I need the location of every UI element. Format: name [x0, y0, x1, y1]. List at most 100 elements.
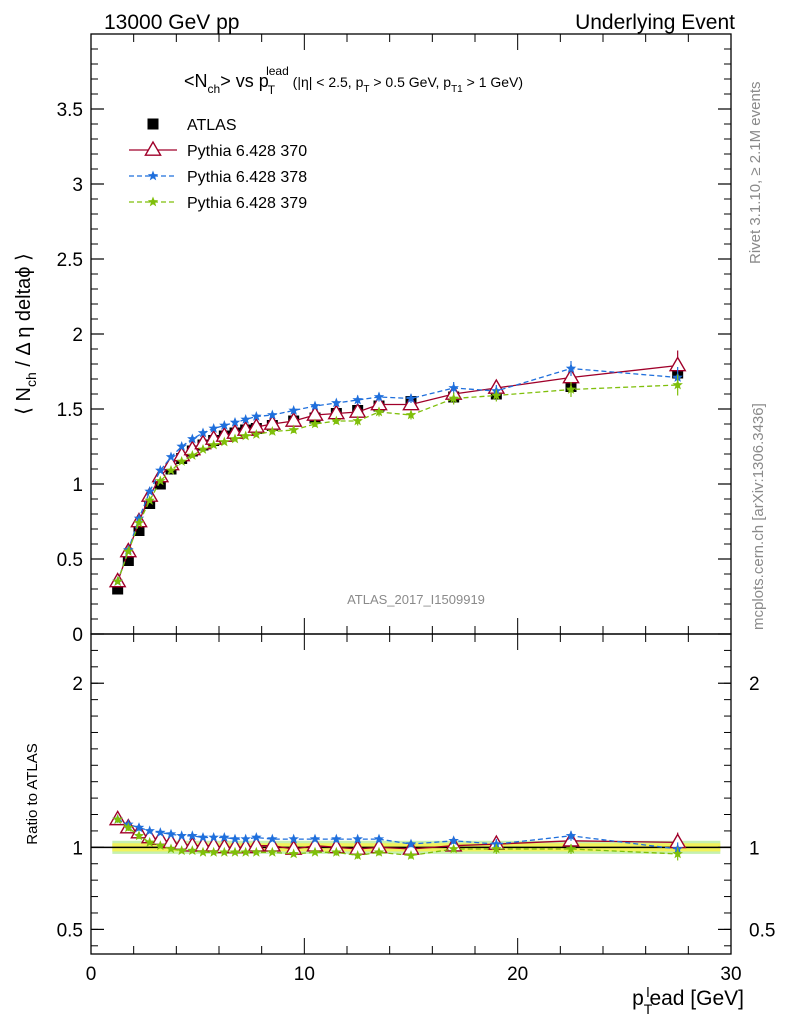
data-point [267, 426, 278, 436]
data-point [491, 390, 502, 400]
data-point [165, 465, 177, 475]
mcplots-label: mcplots.cern.ch [arXiv:1306.3436] [750, 403, 767, 630]
series-1 [108, 350, 687, 588]
ratio-plot-frame [90, 633, 732, 955]
ratio-y-tick-label: 0.5 [57, 920, 83, 941]
ratio-point [197, 846, 209, 857]
data-point [144, 498, 156, 509]
ratio-point [267, 846, 278, 857]
data-point [133, 525, 145, 536]
ratio-point [309, 846, 321, 857]
ratio-series-marks [108, 810, 687, 861]
series-0 [112, 365, 684, 595]
ratio-point [165, 843, 177, 854]
ratio-point [240, 846, 251, 857]
data-point [288, 405, 299, 415]
ratio-point [331, 833, 342, 844]
ratio-point [309, 833, 321, 844]
main-y-tick-label: 2.5 [57, 250, 83, 271]
ratio-point [144, 825, 155, 836]
ratio-axes: 0.5 0.51 12 20 10 20 30 [57, 634, 775, 985]
data-point [288, 424, 299, 435]
data-point [144, 495, 155, 505]
data-point [672, 379, 683, 390]
header-right: Underlying Event [575, 11, 735, 34]
ratio-point [112, 813, 123, 824]
data-point [176, 441, 187, 451]
main-axes: 0 0.5 1 1.5 2 2.5 3 3.5 [57, 34, 732, 646]
ratio-y-tick-label: 1 [72, 838, 83, 859]
data-point [240, 430, 251, 441]
data-point [251, 429, 262, 439]
data-point [352, 415, 363, 426]
data-point [352, 394, 363, 405]
data-point [176, 456, 187, 466]
series-3 [112, 374, 683, 586]
data-point [240, 414, 251, 424]
legend-label: Pythia 6.428 370 [187, 143, 307, 160]
data-point [565, 384, 577, 394]
legend: ATLAS Pythia 6.428 370 Pythia 6.428 378 Pyt… [129, 117, 307, 212]
data-point [373, 391, 385, 402]
main-y-tick-label: 3 [72, 175, 83, 196]
data-point [331, 415, 342, 426]
x-axis-label: pTlead [GeV] [632, 984, 744, 1017]
data-point [405, 393, 417, 403]
ratio-point [208, 832, 219, 842]
ratio-point [565, 843, 577, 854]
ratio-point [373, 833, 385, 844]
ratio-point [352, 833, 363, 844]
legend-entry: Pythia 6.428 378 [129, 169, 307, 186]
ratio-point [267, 833, 278, 844]
data-point [133, 517, 145, 528]
legend-label: Pythia 6.428 378 [187, 169, 307, 186]
rivet-label: Rivet 3.1.10, ≥ 2.1M events [747, 82, 764, 265]
legend-entry: Pythia 6.428 370 [129, 140, 307, 160]
series-line [117, 364, 678, 582]
ratio-point [155, 827, 166, 837]
ratio-point [133, 822, 145, 833]
data-point [448, 393, 459, 403]
data-point [208, 439, 219, 450]
data-point [309, 400, 321, 411]
main-y-axis-label: ⟨ Nch / Δ η deltaϕ ⟩ [13, 253, 39, 415]
ratio-point [123, 822, 134, 833]
ratio-point [491, 843, 502, 854]
ratio-point [448, 835, 459, 846]
legend-marker [144, 140, 162, 156]
ratio-series-2 [112, 813, 683, 861]
data-point [165, 451, 177, 462]
ratio-point [219, 846, 230, 857]
main-y-tick-label: 0.5 [57, 550, 83, 571]
chart-title: <Nch> vs pTlead (|η| < 2.5, pT > 0.5 GeV… [184, 64, 523, 97]
data-point [373, 406, 385, 417]
data-point [219, 436, 230, 447]
data-point [197, 444, 209, 454]
x-tick-label: 0 [86, 964, 97, 985]
series-line [117, 384, 678, 582]
main-y-tick-label: 1 [72, 475, 83, 496]
analysis-watermark: ATLAS_2017_I1509919 [347, 592, 485, 607]
ratio-point [208, 846, 219, 857]
data-point [331, 397, 342, 408]
main-y-tick-label: 2 [72, 325, 83, 346]
x-tick-label: 20 [507, 964, 528, 985]
series-2 [112, 361, 683, 586]
ratio-point [219, 832, 230, 842]
main-y-tick-label: 0 [72, 625, 83, 646]
ratio-point [251, 846, 262, 857]
data-point [197, 427, 209, 438]
data-point [229, 433, 241, 444]
main-series-marks [108, 350, 687, 595]
data-point [405, 409, 417, 420]
header-left: 13000 GeV pp [104, 11, 239, 34]
ratio-point [240, 833, 251, 844]
series-line [117, 367, 678, 582]
data-point [267, 409, 278, 420]
ratio-point [672, 848, 683, 859]
legend-entry: Pythia 6.428 379 [129, 195, 307, 212]
ratio-y-tick-label-right: 1 [749, 838, 760, 859]
ratio-y-axis-label: Ratio to ATLAS [24, 743, 41, 844]
legend-marker [147, 196, 159, 207]
